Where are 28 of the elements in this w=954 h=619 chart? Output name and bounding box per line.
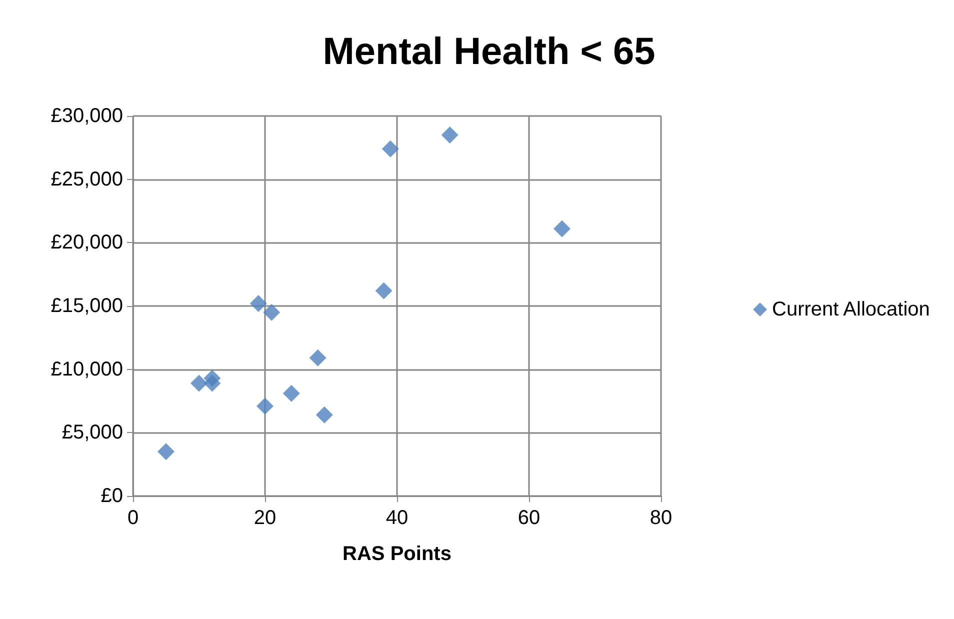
point xyxy=(190,374,208,392)
y-tick-label: £10,000 xyxy=(50,358,123,380)
y-tick-label: £20,000 xyxy=(50,232,123,254)
point xyxy=(554,220,570,238)
point xyxy=(263,304,280,321)
point xyxy=(441,126,458,144)
x-tick-label: 0 xyxy=(127,507,139,529)
x-tick-label: 80 xyxy=(650,507,672,529)
point xyxy=(204,374,221,392)
legend-label: Current Allocation xyxy=(772,298,930,320)
y-tick-label: £25,000 xyxy=(50,168,123,190)
chart-title: Mental Health < 65 xyxy=(322,31,656,73)
point xyxy=(158,443,174,460)
x-axis-title: RAS Points xyxy=(342,543,452,565)
y-tick-label: £15,000 xyxy=(50,295,123,317)
point xyxy=(375,282,392,300)
point xyxy=(309,349,326,366)
y-tick-label: £5,000 xyxy=(62,422,123,444)
point xyxy=(282,384,300,402)
y-tick-label: £0 xyxy=(100,485,123,507)
point xyxy=(256,398,274,415)
x-tick-label: 20 xyxy=(254,507,276,529)
point xyxy=(250,294,267,312)
point xyxy=(316,406,333,424)
y-tick-label: £30,000 xyxy=(50,105,123,127)
x-tick-label: 40 xyxy=(386,507,408,529)
x-tick-label: 60 xyxy=(518,507,540,529)
point xyxy=(382,140,399,158)
